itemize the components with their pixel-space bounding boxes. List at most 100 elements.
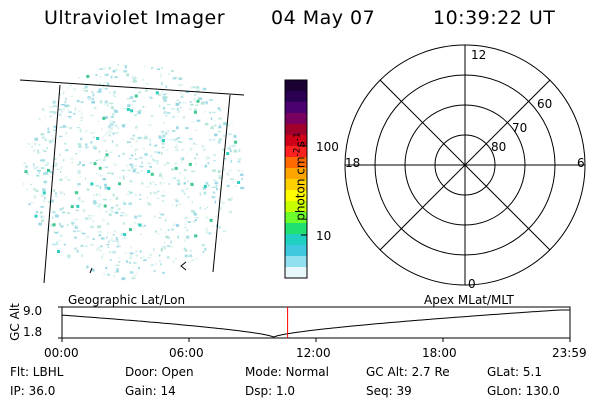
polar-ring-label-80: 80 [491,140,507,154]
uv-speckle [225,122,228,125]
uv-speckle [121,124,126,128]
uv-speckle [185,216,187,218]
uv-speckle [186,187,189,190]
uv-speckle [162,94,166,96]
uv-speckle [123,202,127,205]
uv-speckle [105,102,110,105]
uv-bright-speckle [98,166,102,170]
uv-speckle [77,183,81,186]
uv-speckle [127,98,131,100]
uv-speckle [135,126,138,129]
uv-speckle [104,166,109,168]
uv-speckle [38,118,41,120]
uv-speckle [80,176,82,178]
uv-speckle [84,146,89,149]
uv-bright-speckle [102,116,106,120]
uv-speckle [109,126,113,130]
status-gain: Gain: 14 [125,384,176,398]
uv-speckle [148,203,152,206]
uv-bright-speckle [96,137,100,140]
uv-speckle [54,195,58,197]
uv-speckle [78,145,82,148]
uv-speckle [199,206,202,210]
status-seq: Seq: 39 [366,384,412,398]
uv-speckle [68,111,72,113]
uv-speckle [146,202,150,204]
uv-speckle [76,230,80,232]
uv-speckle [153,248,155,251]
uv-speckle [171,168,174,171]
uv-speckle [105,211,108,213]
uv-speckle [95,185,99,187]
uv-bright-speckle [234,140,238,144]
uv-speckle [133,80,137,83]
unit-text: photon cm [293,156,308,221]
uv-speckle [91,100,95,104]
uv-speckle [231,144,236,148]
uv-speckle [175,223,179,227]
uv-speckle [78,150,81,153]
uv-speckle [207,184,210,187]
uv-speckle [76,209,79,212]
uv-speckle [188,138,193,140]
uv-speckle [152,181,155,184]
uv-speckle [193,170,197,172]
uv-speckle [144,135,148,139]
uv-speckle [177,141,181,143]
uv-speckle [162,175,165,177]
uv-speckle [159,260,161,262]
uv-bright-speckle [123,233,127,237]
uv-speckle [166,162,170,165]
uv-speckle [117,155,121,157]
uv-speckle [176,137,178,140]
uv-speckle [36,174,40,177]
uv-speckle [163,190,165,193]
uv-speckle [105,100,108,103]
uv-speckle [113,230,116,233]
uv-speckle [193,98,196,101]
uv-speckle [51,199,54,203]
uv-speckle [213,154,217,156]
uv-speckle [131,276,135,278]
uv-speckle [97,193,102,196]
uv-speckle [137,136,142,140]
uv-speckle [131,103,133,106]
uv-speckle [159,228,163,231]
colorbar-cell [285,245,307,257]
uv-speckle [87,97,92,101]
uv-speckle [98,88,102,91]
uv-speckle [222,176,224,178]
uv-speckle [202,250,205,253]
uv-speckle [65,125,68,128]
uv-speckle [195,104,199,106]
uv-speckle [134,193,137,197]
uv-speckle [48,106,53,109]
uv-speckle [139,165,144,168]
uv-speckle [229,169,232,172]
uv-speckle [151,67,154,69]
uv-speckle [69,117,73,119]
uv-speckle [161,177,164,179]
uv-speckle [53,111,57,115]
uv-speckle [149,155,153,157]
uv-speckle [67,87,69,89]
uv-speckle [149,166,152,168]
uv-speckle [180,189,185,193]
uv-speckle [113,90,116,94]
unit-exp-2: -1 [292,132,303,142]
uv-speckle [112,250,116,254]
uv-speckle [202,187,205,189]
uv-speckle [112,113,115,116]
uv-speckle [64,101,67,104]
status-glat: GLat: 5.1 [487,365,542,379]
uv-speckle [28,203,31,206]
timeline-tick-1200: 12:00 [296,346,331,360]
colorbar-cell [285,223,307,235]
uv-speckle [237,160,241,163]
uv-speckle [187,196,190,198]
uv-speckle [84,85,88,89]
status-glon: GLon: 130.0 [487,384,560,398]
uv-speckle [89,133,94,134]
uv-speckle [171,91,173,94]
uv-speckle [79,123,81,126]
